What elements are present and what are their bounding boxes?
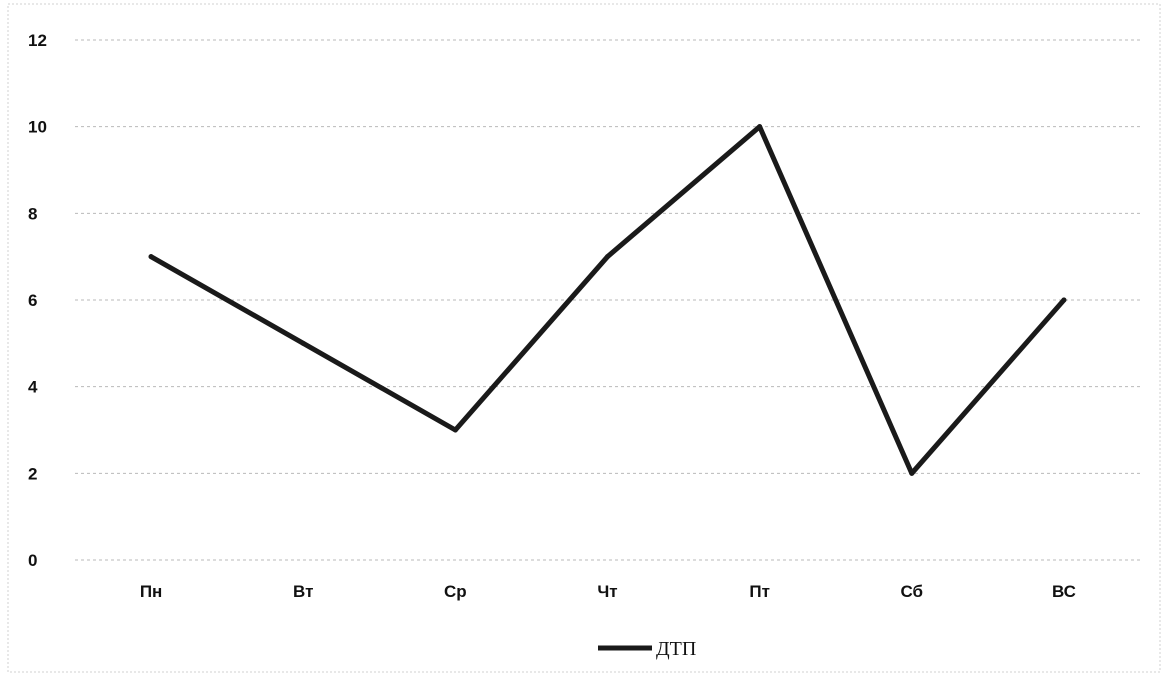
data-point [1061, 297, 1067, 303]
y-tick-label: 4 [28, 378, 38, 397]
x-tick-label: Чт [597, 582, 617, 601]
data-point [148, 254, 154, 260]
y-axis-ticks: 0 2 4 6 8 10 12 [28, 31, 47, 570]
x-tick-label: Вт [293, 582, 313, 601]
legend-label: ДТП [656, 638, 696, 660]
x-tick-label: ВС [1052, 582, 1076, 601]
data-point [300, 340, 306, 346]
x-axis-ticks: Пн Вт Ср Чт Пт Сб ВС [140, 582, 1076, 601]
x-tick-label: Ср [444, 582, 467, 601]
y-tick-label: 12 [28, 31, 47, 50]
gridlines [75, 39, 1140, 561]
y-tick-label: 0 [28, 551, 37, 570]
y-tick-label: 2 [28, 464, 37, 483]
x-tick-label: Пн [140, 582, 163, 601]
y-tick-label: 6 [28, 291, 37, 310]
data-point [757, 124, 763, 130]
data-point [909, 470, 915, 476]
data-point [605, 254, 610, 260]
data-point [452, 427, 458, 433]
series-layer [148, 124, 1067, 476]
x-tick-label: Сб [901, 582, 924, 601]
chart-frame [7, 3, 1161, 673]
y-tick-label: 8 [28, 204, 37, 223]
x-tick-label: Пт [749, 582, 770, 601]
y-tick-label: 10 [28, 118, 47, 137]
legend: ДТП [598, 638, 696, 660]
